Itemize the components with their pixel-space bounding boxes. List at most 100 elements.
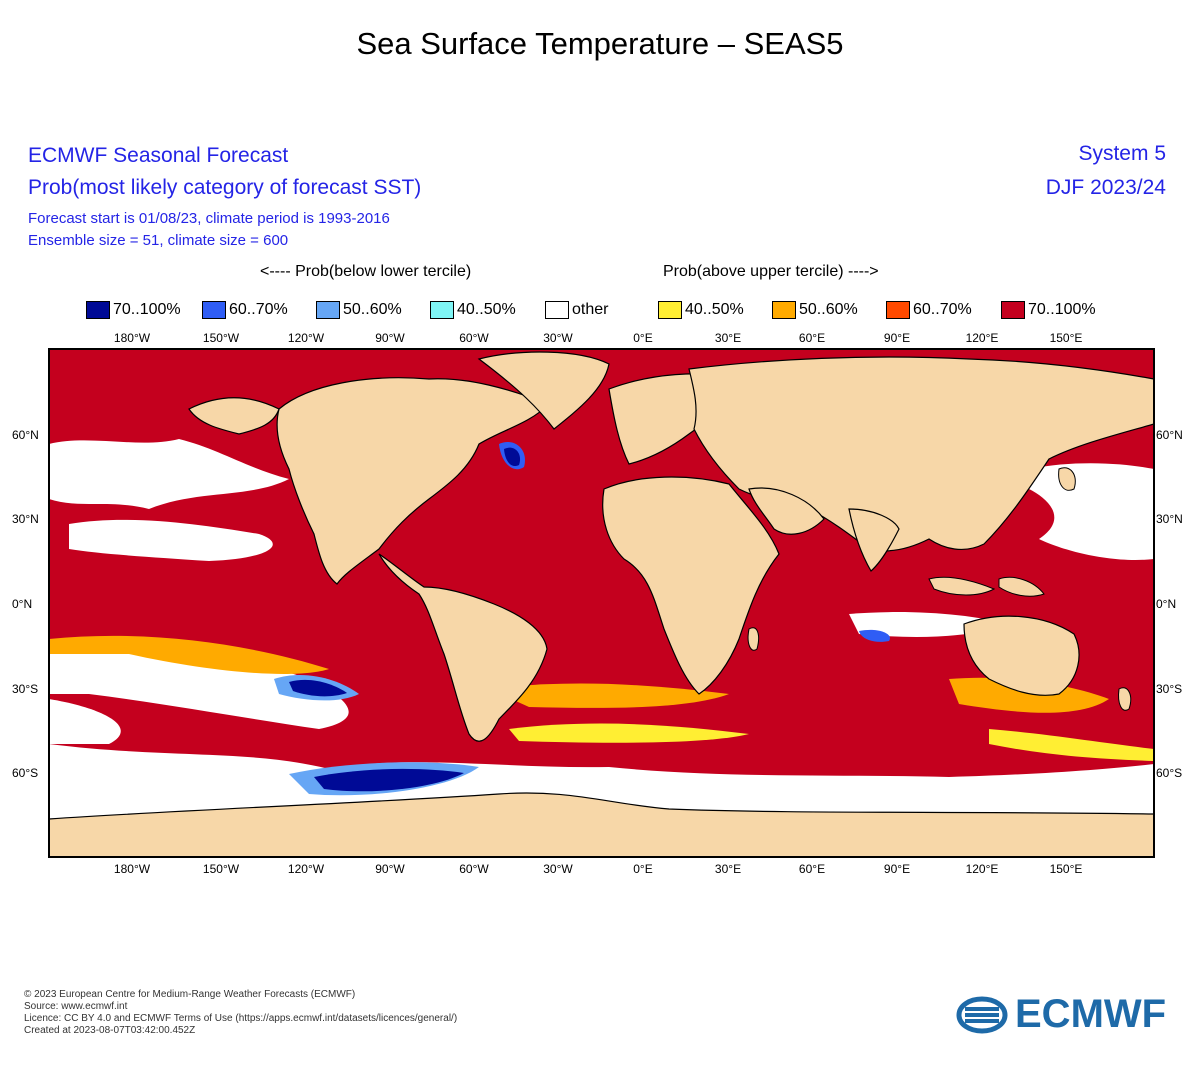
system-label: System 5	[1078, 142, 1166, 165]
lon-label-bottom: 180°W	[113, 862, 151, 876]
lat-label-left: 0°N	[12, 597, 33, 611]
land-arabia	[748, 487, 825, 535]
legend-label: 40..50%	[457, 301, 516, 318]
lon-label-bottom: 30°E	[714, 862, 742, 876]
lon-label-bottom: 150°E	[1049, 862, 1083, 876]
south-pacific-white-2	[49, 699, 121, 744]
tasman-orange	[949, 677, 1109, 713]
ecmwf-logo-text: ECMWF	[1015, 992, 1167, 1036]
forecast-subtitle: Prob(most likely category of forecast SS…	[28, 176, 422, 199]
legend-swatch	[545, 301, 569, 319]
south-pacific-white	[49, 645, 349, 729]
ecmwf-logo-icon	[956, 996, 1008, 1033]
legend-label: 70..100%	[1028, 301, 1096, 318]
land-greenland	[477, 351, 610, 430]
cold-anomaly-southern	[314, 768, 464, 792]
legend-label: other	[572, 301, 609, 318]
lon-label-top: 90°W	[375, 331, 405, 345]
legend-label: 50..60%	[799, 301, 858, 318]
cold-anomaly-pacific	[289, 679, 347, 697]
south-atlantic-orange	[489, 683, 729, 708]
legend-item: 50..60%	[772, 300, 858, 320]
lon-label-top: 0°E	[633, 331, 653, 345]
map-canvas	[49, 349, 1154, 857]
southern-yellow	[989, 729, 1154, 761]
legend-swatch	[658, 301, 682, 319]
ensemble-info: Ensemble size = 51, climate size = 600	[28, 232, 289, 249]
legend-item: 60..70%	[886, 300, 972, 320]
land-new-guinea	[998, 576, 1045, 597]
land-africa	[602, 476, 780, 695]
cold-anomaly-labrador	[504, 447, 521, 467]
lon-label-bottom: 120°E	[965, 862, 999, 876]
legend-swatch	[772, 301, 796, 319]
pacific-orange-band	[49, 635, 329, 674]
legend-label: 60..70%	[913, 301, 972, 318]
lon-label-bottom: 90°W	[375, 862, 405, 876]
land-indonesia	[928, 576, 996, 596]
lon-label-top: 60°E	[798, 331, 826, 345]
lon-label-top: 60°W	[459, 331, 489, 345]
lon-label-bottom: 30°W	[543, 862, 573, 876]
lat-label-left: 60°S	[12, 766, 39, 780]
lat-label-left: 30°S	[12, 682, 39, 696]
lat-label-right: 30°N	[1156, 512, 1183, 526]
legend-swatch	[886, 301, 910, 319]
north-pacific-white	[49, 439, 289, 509]
legend-item: 40..50%	[430, 300, 516, 320]
west-pacific-white	[1029, 463, 1154, 560]
lon-label-top: 30°W	[543, 331, 573, 345]
lon-label-top: 120°W	[287, 331, 325, 345]
lat-label-right: 0°N	[1156, 597, 1177, 611]
lat-label-left: 60°N	[12, 428, 39, 442]
lon-label-top: 120°E	[965, 331, 999, 345]
lon-label-bottom: 60°W	[459, 862, 489, 876]
legend-swatch	[86, 301, 110, 319]
legend-swatch	[202, 301, 226, 319]
lat-label-right: 30°S	[1156, 682, 1183, 696]
footer-created: Created at 2023-08-07T03:42:00.452Z	[24, 1025, 196, 1036]
legend-item: 60..70%	[202, 300, 288, 320]
lon-label-top: 30°E	[714, 331, 742, 345]
land-india	[848, 508, 900, 572]
land-south-america	[378, 553, 548, 742]
legend-item: 40..50%	[658, 300, 744, 320]
period-label: DJF 2023/24	[1045, 176, 1166, 199]
land-japan	[1058, 467, 1076, 491]
land-alaska	[188, 397, 280, 435]
south-atlantic-yellow	[509, 723, 749, 743]
subtropical-pacific-white	[69, 519, 273, 561]
forecast-start-info: Forecast start is 01/08/23, climate peri…	[28, 210, 390, 227]
legend-swatch	[316, 301, 340, 319]
land-antarctica	[49, 792, 1154, 857]
legend-label: 60..70%	[229, 301, 288, 318]
below-tercile-caption: <---- Prob(below lower tercile)	[260, 263, 472, 280]
above-tercile-caption: Prob(above upper tercile) ---->	[663, 263, 879, 280]
lon-label-bottom: 120°W	[287, 862, 325, 876]
legend-item: 70..100%	[1001, 300, 1096, 320]
legend-item: other	[545, 300, 608, 320]
land-australia	[963, 615, 1080, 696]
land-new-zealand	[1118, 687, 1132, 711]
sst-probability-map	[49, 349, 1154, 857]
cold-anomaly-indian	[859, 629, 890, 642]
land-north-america	[276, 377, 551, 585]
lon-label-bottom: 90°E	[883, 862, 911, 876]
lon-label-top: 150°W	[202, 331, 240, 345]
lon-label-bottom: 0°E	[633, 862, 653, 876]
legend-label: 70..100%	[113, 301, 181, 318]
footer-source: Source: www.ecmwf.int	[24, 1001, 128, 1012]
lon-label-top: 150°E	[1049, 331, 1083, 345]
land-madagascar	[747, 627, 760, 651]
forecast-title: ECMWF Seasonal Forecast	[28, 144, 289, 167]
legend-item: 70..100%	[86, 300, 181, 320]
lat-label-right: 60°N	[1156, 428, 1183, 442]
legend-label: 50..60%	[343, 301, 402, 318]
ecmwf-logo: ECMWF	[955, 992, 1166, 1037]
legend-swatch	[1001, 301, 1025, 319]
footer-licence: Licence: CC BY 4.0 and ECMWF Terms of Us…	[24, 1013, 458, 1024]
lon-label-bottom: 60°E	[798, 862, 826, 876]
footer-copyright: © 2023 European Centre for Medium-Range …	[24, 989, 356, 1000]
lat-label-right: 60°S	[1156, 766, 1183, 780]
lat-label-left: 30°N	[12, 512, 39, 526]
